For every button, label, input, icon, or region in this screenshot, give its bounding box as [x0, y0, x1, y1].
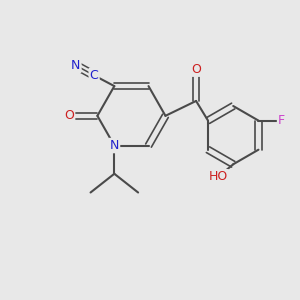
Text: O: O [64, 109, 74, 122]
Text: O: O [191, 63, 201, 76]
Text: N: N [71, 59, 80, 72]
Text: F: F [278, 114, 285, 127]
Text: C: C [90, 69, 98, 82]
Text: HO: HO [209, 170, 228, 183]
Text: N: N [110, 139, 119, 152]
